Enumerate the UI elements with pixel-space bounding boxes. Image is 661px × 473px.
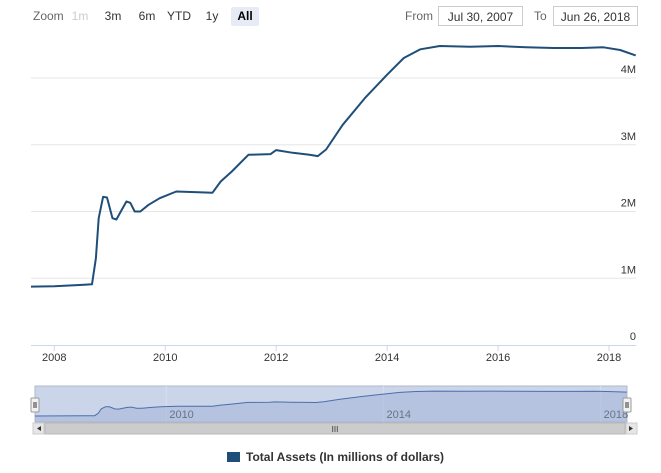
y-tick-label: 0 xyxy=(630,331,636,343)
y-tick-label: 3M xyxy=(621,131,636,143)
chevron-right-icon xyxy=(629,426,633,431)
zoom-all-button[interactable]: All xyxy=(231,7,259,26)
scrollbar-grip: III xyxy=(332,425,339,434)
navigator-right-handle[interactable] xyxy=(622,397,632,413)
zoom-label: Zoom xyxy=(33,9,64,23)
zoom-6m-button[interactable]: 6m xyxy=(138,9,156,23)
legend-label: Total Assets (In millions of dollars) xyxy=(246,450,445,464)
to-label: To xyxy=(534,9,547,23)
y-axis-labels: 0 1M 2M 3M 4M xyxy=(621,64,636,343)
x-tick-label: 2018 xyxy=(597,352,621,364)
handle-body[interactable] xyxy=(622,397,632,413)
to-date-input[interactable]: Jun 26, 2018 xyxy=(553,6,638,26)
gridlines xyxy=(31,77,636,279)
zoom-1m-button[interactable]: 1m xyxy=(71,9,89,23)
navigator-series-area xyxy=(35,391,627,422)
x-tick-label: 2008 xyxy=(42,352,66,364)
navigator-series-line xyxy=(34,390,627,417)
scrollbar-thumb[interactable] xyxy=(44,422,626,435)
range-selector-toolbar: Zoom 1m 3m 6m YTD 1y All From Jul 30, 20… xyxy=(0,0,661,36)
chevron-left-icon xyxy=(37,426,41,431)
navigator-left-handle[interactable] xyxy=(30,397,40,413)
series-layer xyxy=(30,45,637,288)
y-tick-label: 1M xyxy=(621,264,636,276)
y-tick-label: 2M xyxy=(621,198,636,210)
total-assets-line xyxy=(30,45,637,288)
from-label: From xyxy=(405,9,433,23)
y-tick-label: 4M xyxy=(621,64,636,76)
x-axis: 2008 2010 2012 2014 2016 2018 xyxy=(31,345,636,364)
legend-item-total-assets[interactable]: Total Assets (In millions of dollars) xyxy=(227,449,444,465)
x-tick-label: 2016 xyxy=(486,352,510,364)
navigator[interactable]: 201020142018III xyxy=(30,385,638,435)
handle-body[interactable] xyxy=(30,397,40,413)
x-tick-label: 2014 xyxy=(375,352,399,364)
from-date-input[interactable]: Jul 30, 2007 xyxy=(438,6,523,26)
zoom-1y-button[interactable]: 1y xyxy=(205,9,219,23)
legend-swatch xyxy=(227,451,240,462)
x-tick-label: 2012 xyxy=(264,352,288,364)
zoom-ytd-button[interactable]: YTD xyxy=(167,9,191,23)
zoom-3m-button[interactable]: 3m xyxy=(104,9,122,23)
x-tick-label: 2010 xyxy=(153,352,177,364)
